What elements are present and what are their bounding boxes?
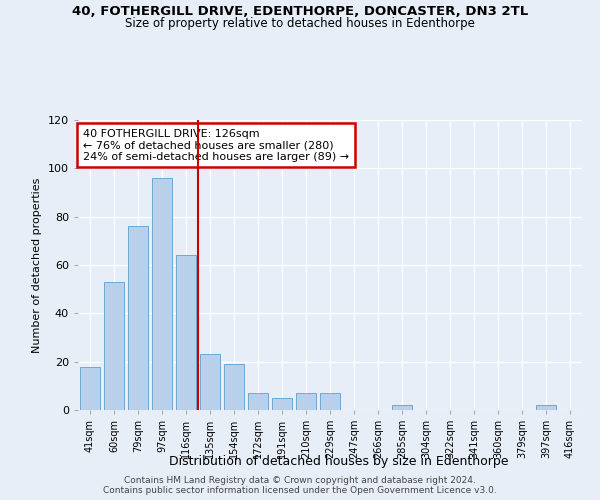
Text: 40 FOTHERGILL DRIVE: 126sqm
← 76% of detached houses are smaller (280)
24% of se: 40 FOTHERGILL DRIVE: 126sqm ← 76% of det…	[83, 128, 349, 162]
Bar	[200, 354, 220, 410]
Bar	[152, 178, 172, 410]
Y-axis label: Number of detached properties: Number of detached properties	[32, 178, 42, 352]
Bar	[272, 398, 292, 410]
Bar	[128, 226, 148, 410]
Bar	[176, 256, 196, 410]
Text: Distribution of detached houses by size in Edenthorpe: Distribution of detached houses by size …	[169, 455, 509, 468]
Bar	[296, 393, 316, 410]
Bar	[320, 393, 340, 410]
Text: Size of property relative to detached houses in Edenthorpe: Size of property relative to detached ho…	[125, 18, 475, 30]
Bar	[248, 393, 268, 410]
Bar	[104, 282, 124, 410]
Bar	[224, 364, 244, 410]
Text: Contains HM Land Registry data © Crown copyright and database right 2024.
Contai: Contains HM Land Registry data © Crown c…	[103, 476, 497, 495]
Bar	[80, 366, 100, 410]
Text: 40, FOTHERGILL DRIVE, EDENTHORPE, DONCASTER, DN3 2TL: 40, FOTHERGILL DRIVE, EDENTHORPE, DONCAS…	[72, 5, 528, 18]
Bar	[536, 405, 556, 410]
Bar	[392, 405, 412, 410]
